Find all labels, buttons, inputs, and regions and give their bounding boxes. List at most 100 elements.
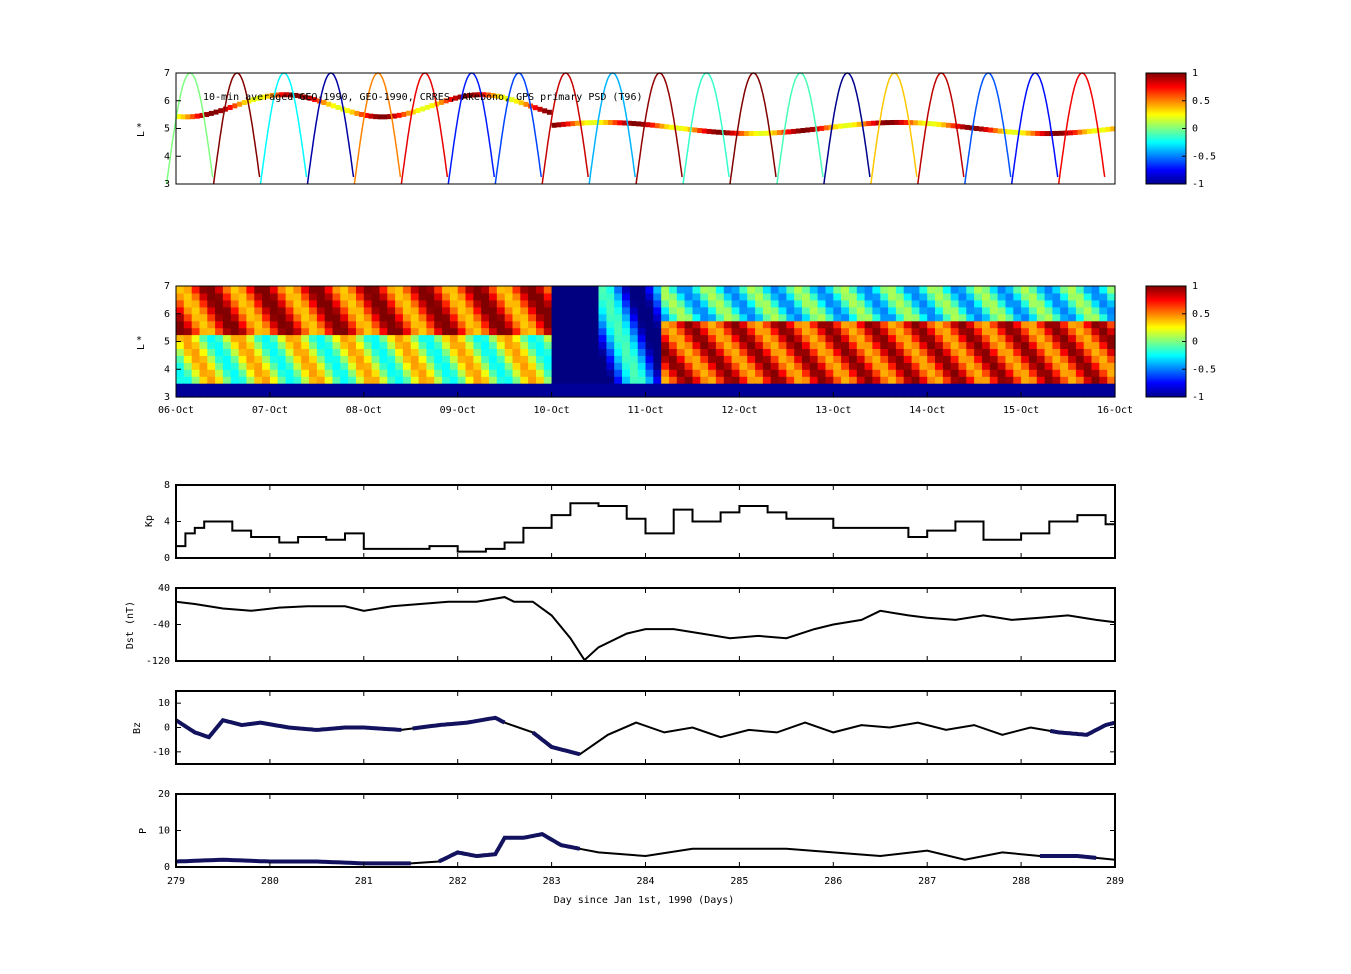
psd-model-cell	[332, 376, 341, 384]
psd-model-cell	[1091, 299, 1100, 308]
psd-model-cell	[575, 306, 584, 315]
psd-model-cell	[770, 334, 780, 343]
psd-model-cell	[215, 376, 224, 384]
psd-model-cell	[841, 341, 850, 349]
psd-model-cell	[927, 327, 936, 336]
psd-model-cell	[911, 369, 920, 377]
psd-model-cell	[755, 306, 764, 315]
psd-model-cell	[426, 376, 435, 384]
psd-observed-orbit-arc	[1010, 72, 1059, 185]
psd-model-cell	[731, 327, 740, 336]
psd-observed-cell	[274, 92, 280, 98]
psd-model-cell	[449, 313, 459, 322]
psd-model-cell	[731, 341, 740, 349]
psd-model-cell	[731, 376, 740, 384]
psd-model-cell	[1036, 313, 1046, 322]
psd-model-cell	[1005, 348, 1014, 356]
psd-model-cell	[864, 313, 873, 322]
psd-observed-cell	[683, 126, 689, 132]
psd-model-cell	[1083, 390, 1093, 398]
psd-model-cell	[849, 390, 858, 398]
psd-observed-cell	[612, 120, 618, 126]
psd-model-cell	[700, 313, 709, 322]
psd-model-cell	[199, 390, 208, 398]
psd-model-cell	[802, 355, 811, 363]
psd-model-cell	[739, 286, 748, 294]
psd-model-cell	[473, 334, 482, 343]
psd-model-cell	[379, 334, 388, 343]
psd-model-cell	[739, 376, 748, 384]
psd-model-cell	[1099, 362, 1108, 370]
p-day-tick-label: 285	[730, 876, 748, 887]
psd-observed-cell	[852, 122, 858, 128]
psd-model-cell	[442, 299, 451, 308]
psd-observed-orbit-arc	[353, 72, 402, 185]
psd-model-cell	[762, 286, 772, 294]
bz-ylabel: Bz	[132, 722, 143, 734]
psd-model-cell	[919, 341, 928, 349]
psd-model-cell	[856, 376, 866, 384]
psd-model-cell	[528, 334, 537, 343]
psd-model-cell	[582, 369, 592, 377]
psd-model-cell	[1091, 390, 1100, 398]
psd-model-cell	[316, 390, 326, 398]
psd-model-cell	[551, 292, 560, 301]
psd-model-cell	[1028, 286, 1038, 294]
psd-observed-cell	[640, 121, 646, 127]
psd-model-cell	[637, 355, 647, 363]
psd-observed-ytick-label: 7	[164, 68, 170, 79]
psd-model-cell	[442, 348, 451, 356]
psd-model-cell	[536, 299, 545, 308]
psd-model-cell	[637, 341, 647, 349]
psd-model-cell	[496, 320, 506, 329]
psd-model-cell	[942, 341, 952, 349]
psd-model-cell	[825, 383, 834, 391]
psd-model-cell	[371, 286, 380, 294]
psd-model-cell	[1068, 299, 1077, 308]
psd-model-cell	[629, 348, 639, 356]
psd-model-cell	[449, 341, 459, 349]
psd-model-cell	[802, 376, 811, 384]
psd-model-cell	[1036, 390, 1046, 398]
psd-model-cell	[418, 369, 427, 377]
psd-model-cell	[293, 376, 302, 384]
psd-model-cell	[528, 292, 537, 301]
psd-model-cell	[982, 369, 991, 377]
psd-model-cell	[590, 306, 600, 315]
psd-model-cell	[708, 306, 717, 315]
psd-observed-cell	[889, 120, 895, 126]
psd-observed-cell	[607, 120, 613, 126]
psd-model-cell	[215, 292, 224, 301]
psd-model-cell	[1107, 320, 1116, 329]
psd-model-cell	[903, 376, 913, 384]
psd-model-cell	[176, 383, 185, 391]
psd-model-cell	[316, 334, 326, 343]
psd-observed-ytick-label: 3	[164, 179, 170, 190]
psd-model-cell	[402, 320, 412, 329]
psd-model-cell	[590, 292, 600, 301]
psd-model-cell	[911, 286, 920, 294]
psd-model-cell	[989, 369, 999, 377]
psd-model-cell	[176, 320, 185, 329]
psd-observed-title: 10-min averaged GEO-1990, GEO-1990, CRRE…	[203, 92, 643, 103]
psd-model-cell	[1013, 369, 1022, 377]
psd-model-cell	[966, 348, 975, 356]
psd-model-cell	[332, 299, 341, 308]
psd-model-cell	[371, 341, 380, 349]
psd-model-cell	[661, 327, 670, 336]
psd-model-cell	[770, 313, 780, 322]
psd-model-cell	[598, 320, 607, 329]
psd-model-cell	[809, 327, 819, 336]
psd-model-cell	[356, 376, 365, 384]
psd-model-cell	[512, 348, 521, 356]
psd-model-cell	[708, 320, 717, 329]
psd-model-cell	[504, 299, 514, 308]
psd-model-cell	[418, 320, 427, 329]
psd-model-cell	[731, 369, 740, 377]
psd-model-cell	[629, 355, 639, 363]
psd-observed-cell	[1044, 131, 1050, 137]
psd-model-cell	[762, 299, 772, 308]
psd-model-cb-tick-label: 0	[1192, 337, 1198, 348]
psd-model-colorbar-ticks: 10.50-0.5-1	[1182, 281, 1216, 403]
psd-model-cell	[762, 292, 772, 301]
